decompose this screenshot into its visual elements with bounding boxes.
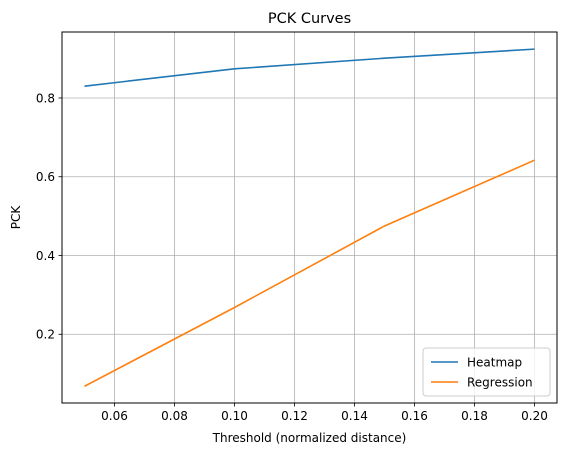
x-axis-label: Threshold (normalized distance) <box>212 431 407 445</box>
legend-label-regression: Regression <box>467 375 533 389</box>
y-tick-label: 0.8 <box>36 91 55 105</box>
x-tick-label: 0.12 <box>281 409 308 423</box>
x-tick-label: 0.18 <box>461 409 488 423</box>
grid <box>62 32 557 403</box>
x-tick-label: 0.20 <box>521 409 548 423</box>
x-tick-label: 0.16 <box>401 409 428 423</box>
x-tick-label: 0.14 <box>341 409 368 423</box>
series-lines <box>84 48 535 387</box>
y-tick-label: 0.6 <box>36 170 55 184</box>
x-tick-label: 0.10 <box>221 409 248 423</box>
legend-label-heatmap: Heatmap <box>467 355 522 369</box>
chart-title: PCK Curves <box>268 11 351 27</box>
x-axis-ticks: 0.06 0.08 0.10 0.12 0.14 0.16 0.18 0.20 <box>101 403 548 423</box>
y-tick-label: 0.4 <box>36 249 55 263</box>
x-tick-label: 0.08 <box>161 409 188 423</box>
y-tick-label: 0.2 <box>36 328 55 342</box>
y-axis-label: PCK <box>9 205 23 230</box>
legend: Heatmap Regression <box>422 347 551 397</box>
plot-area-frame <box>61 31 558 404</box>
x-tick-label: 0.06 <box>101 409 128 423</box>
y-axis-ticks: 0.2 0.4 0.6 0.8 <box>36 91 62 342</box>
series-line-regression <box>84 159 535 387</box>
legend-box <box>422 347 551 397</box>
series-line-heatmap <box>84 48 535 87</box>
